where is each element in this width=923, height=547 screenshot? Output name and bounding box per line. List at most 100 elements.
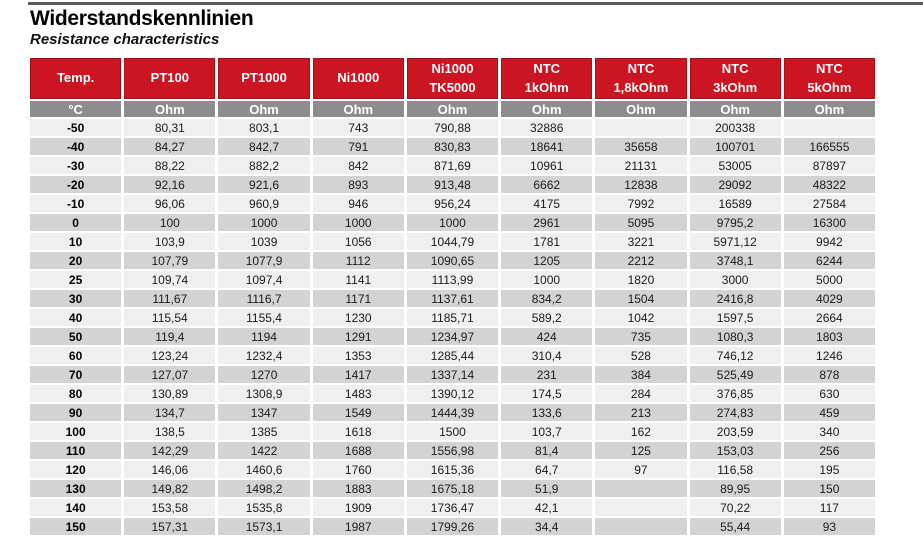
column-unit-7: Ohm: [689, 101, 781, 117]
table-row: 50 119,4 1194 1291 1234,97 424 735 1080,3 1803: [30, 328, 875, 345]
value-cell: 4029: [783, 290, 875, 307]
value-cell: 1504: [595, 290, 687, 307]
value-cell: 1194: [218, 328, 310, 345]
value-cell: 55,44: [689, 518, 781, 535]
value-cell: 146,06: [124, 461, 216, 478]
temp-cell: 0: [30, 214, 122, 231]
value-cell: 166555: [783, 138, 875, 155]
value-cell: 1155,4: [218, 309, 310, 326]
value-cell: 111,67: [124, 290, 216, 307]
value-cell: 1799,26: [406, 518, 499, 535]
value-cell: 5095: [595, 214, 687, 231]
value-cell: 735: [595, 328, 687, 345]
column-header-7: NTC 3kOhm: [689, 58, 781, 99]
value-cell: 1573,1: [218, 518, 310, 535]
temp-cell: 50: [30, 328, 122, 345]
column-unit-3: Ohm: [312, 101, 404, 117]
value-cell: 53005: [689, 157, 781, 174]
value-cell: 4175: [501, 195, 593, 212]
temp-cell: 10: [30, 233, 122, 250]
table-row: 140 153,58 1535,8 1909 1736,47 42,1 70,22 117: [30, 499, 875, 516]
value-cell: 1112: [312, 252, 404, 269]
value-cell: 791: [312, 138, 404, 155]
value-cell: 123,24: [124, 347, 216, 364]
value-cell: 790,88: [406, 119, 499, 136]
table-row: 90 134,7 1347 1549 1444,39 133,6 213 274,83 459: [30, 404, 875, 421]
value-cell: 3221: [595, 233, 687, 250]
value-cell: 34,4: [501, 518, 593, 535]
value-cell: 1285,44: [406, 347, 499, 364]
value-cell: 1042: [595, 309, 687, 326]
value-cell: 256: [783, 442, 875, 459]
value-cell: 1909: [312, 499, 404, 516]
value-cell: 116,58: [689, 461, 781, 478]
value-cell: 3000: [689, 271, 781, 288]
value-cell: 1116,7: [218, 290, 310, 307]
temp-cell: 150: [30, 518, 122, 535]
value-cell: 1080,3: [689, 328, 781, 345]
table-row: -40 84,27 842,7 791 830,83 18641 35658 100701 16…: [30, 138, 875, 155]
value-cell: 100: [124, 214, 216, 231]
table-row: 110 142,29 1422 1688 1556,98 81,4 125 153,03 256: [30, 442, 875, 459]
value-cell: 830,83: [406, 138, 499, 155]
header-unit-row: °C Ohm Ohm Ohm Ohm Ohm Ohm Ohm Ohm: [30, 101, 875, 117]
value-cell: 200338: [689, 119, 781, 136]
value-cell: 1883: [312, 480, 404, 497]
value-cell: 310,4: [501, 347, 593, 364]
table-row: 120 146,06 1460,6 1760 1615,36 64,7 97 116,58 19…: [30, 461, 875, 478]
value-cell: 1688: [312, 442, 404, 459]
table-row: -50 80,31 803,1 743 790,88 32886 200338: [30, 119, 875, 136]
temp-cell: -50: [30, 119, 122, 136]
value-cell: 1781: [501, 233, 593, 250]
value-cell: 1483: [312, 385, 404, 402]
value-cell: 1736,47: [406, 499, 499, 516]
value-cell: 1141: [312, 271, 404, 288]
value-cell: 1056: [312, 233, 404, 250]
column-header-2: PT1000: [218, 58, 310, 99]
value-cell: 6244: [783, 252, 875, 269]
value-cell: 5971,12: [689, 233, 781, 250]
value-cell: 424: [501, 328, 593, 345]
table-row: 0 100 1000 1000 1000 2961 5095 9795,2 16300: [30, 214, 875, 231]
value-cell: 103,7: [501, 423, 593, 440]
value-cell: 153,03: [689, 442, 781, 459]
temp-cell: -20: [30, 176, 122, 193]
value-cell: 284: [595, 385, 687, 402]
value-cell: 138,5: [124, 423, 216, 440]
value-cell: 70,22: [689, 499, 781, 516]
value-cell: 84,27: [124, 138, 216, 155]
value-cell: 1422: [218, 442, 310, 459]
value-cell: 842: [312, 157, 404, 174]
value-cell: 1205: [501, 252, 593, 269]
value-cell: 956,24: [406, 195, 499, 212]
value-cell: 231: [501, 366, 593, 383]
page-subtitle: Resistance characteristics: [30, 31, 220, 48]
value-cell: 1556,98: [406, 442, 499, 459]
value-cell: 6662: [501, 176, 593, 193]
value-cell: 21131: [595, 157, 687, 174]
value-cell: 1615,36: [406, 461, 499, 478]
value-cell: 1417: [312, 366, 404, 383]
value-cell: [595, 119, 687, 136]
table-body: -50 80,31 803,1 743 790,88 32886 200338 -40 84,2…: [30, 119, 875, 535]
temp-cell: 130: [30, 480, 122, 497]
value-cell: 1444,39: [406, 404, 499, 421]
value-cell: 1000: [312, 214, 404, 231]
value-cell: 103,9: [124, 233, 216, 250]
column-header-8: NTC 5kOhm: [783, 58, 875, 99]
temp-cell: -40: [30, 138, 122, 155]
table-row: -30 88,22 882,2 842 871,69 10961 21131 53005 878…: [30, 157, 875, 174]
value-cell: 1113,99: [406, 271, 499, 288]
value-cell: 882,2: [218, 157, 310, 174]
column-header-1: PT100: [124, 58, 216, 99]
top-rule: [28, 2, 923, 5]
value-cell: 203,59: [689, 423, 781, 440]
value-cell: 119,4: [124, 328, 216, 345]
temp-cell: 30: [30, 290, 122, 307]
value-cell: 1618: [312, 423, 404, 440]
value-cell: 134,7: [124, 404, 216, 421]
value-cell: 1137,61: [406, 290, 499, 307]
value-cell: 878: [783, 366, 875, 383]
value-cell: 2664: [783, 309, 875, 326]
value-cell: 12838: [595, 176, 687, 193]
